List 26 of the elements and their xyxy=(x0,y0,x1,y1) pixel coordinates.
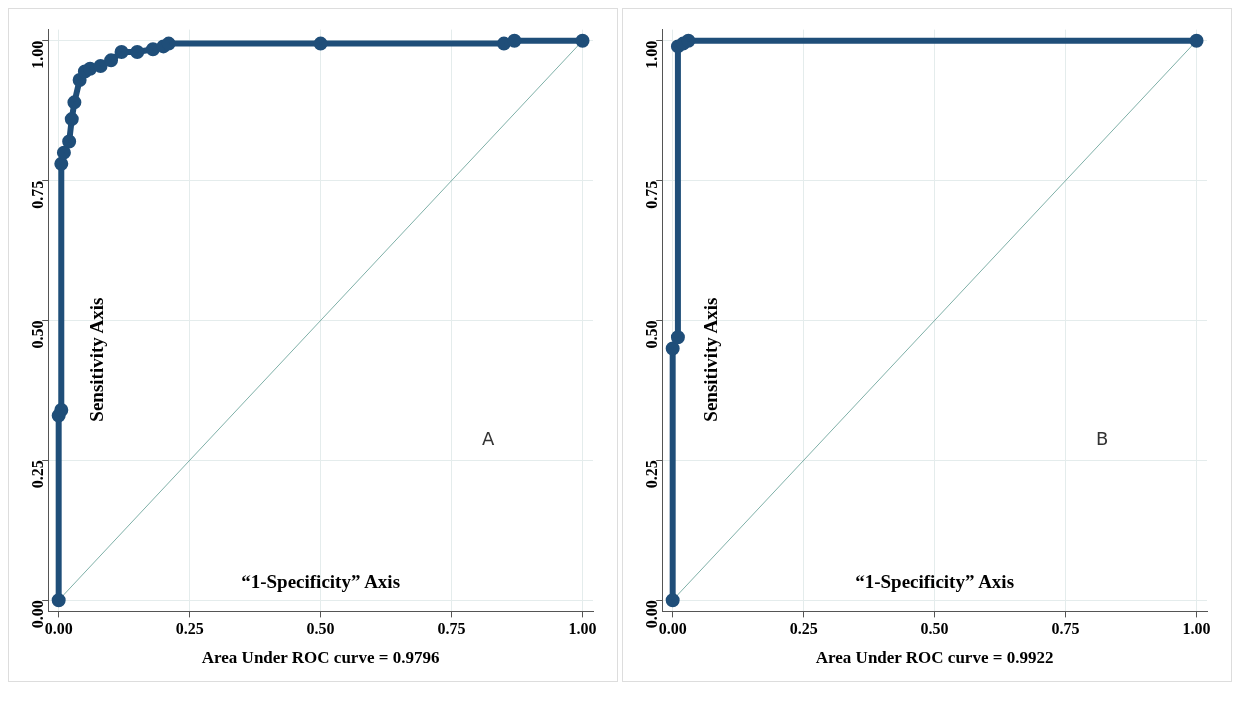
x-tick-label: 1.00 xyxy=(568,620,597,638)
x-tick-label: 0.25 xyxy=(175,620,204,638)
x-tick-label: 1.00 xyxy=(1182,620,1211,638)
x-tick-label: 0.00 xyxy=(44,620,73,638)
y-tick-label: 1.00 xyxy=(643,40,661,69)
x-axis-title: Area Under ROC curve = 0.9796 xyxy=(201,648,440,668)
annotation: Sensitivity Axis xyxy=(85,297,107,422)
y-tick-label: 0.25 xyxy=(29,460,47,489)
y-tick-label: 0.75 xyxy=(643,180,661,209)
x-tick-label: 0.25 xyxy=(789,620,818,638)
y-tick-label: 1.00 xyxy=(29,40,47,69)
annotation: “1-Specificity” Axis xyxy=(855,571,1015,593)
annotation: B xyxy=(1096,428,1109,450)
annotation: “1-Specificity” Axis xyxy=(241,571,401,593)
x-tick-label: 0.50 xyxy=(306,620,335,638)
annotation: A xyxy=(482,428,496,450)
annotation: Sensitivity Axis xyxy=(699,297,721,422)
y-tick-label: 0.50 xyxy=(643,320,661,349)
x-tick-label: 0.75 xyxy=(437,620,466,638)
x-axis-title: Area Under ROC curve = 0.9922 xyxy=(815,648,1054,668)
y-tick-label: 0.25 xyxy=(643,460,661,489)
y-tick-label: 0.50 xyxy=(29,320,47,349)
x-tick-label: 0.00 xyxy=(658,620,687,638)
x-tick-label: 0.75 xyxy=(1051,620,1080,638)
x-tick-label: 0.50 xyxy=(920,620,949,638)
y-tick-label: 0.75 xyxy=(29,180,47,209)
